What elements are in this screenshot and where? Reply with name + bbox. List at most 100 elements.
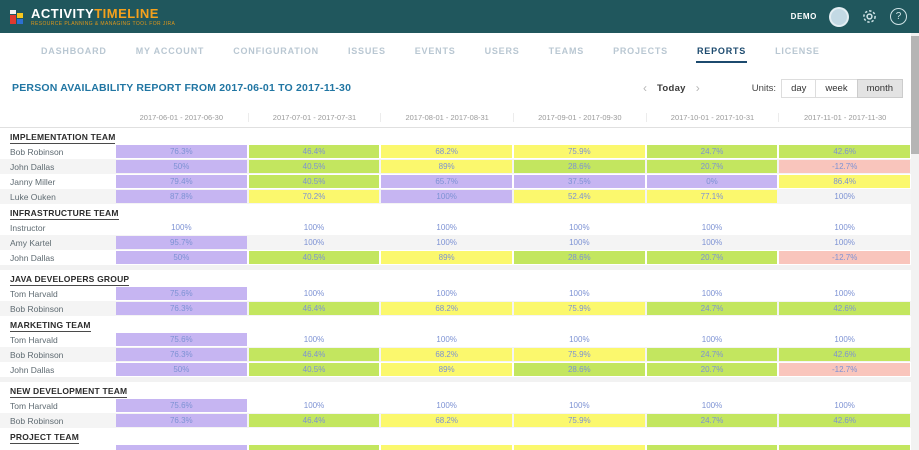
nav-item-license[interactable]: LICENSE — [775, 46, 820, 56]
availability-cell: 70.2% — [248, 190, 380, 203]
main-nav: DASHBOARD MY ACCOUNT CONFIGURATION ISSUES EV… — [0, 33, 919, 63]
availability-cell: 46.4% — [248, 348, 380, 361]
section-separator — [0, 377, 911, 382]
availability-cell: 42.6% — [779, 348, 910, 361]
person-name — [0, 444, 115, 450]
availability-cell: 79.4% — [116, 175, 247, 188]
availability-cell: 24.7% — [646, 414, 778, 427]
availability-cell: 52.4% — [514, 190, 645, 203]
availability-cell: 68.2% — [381, 145, 512, 158]
team-row: JAVA DEVELOPERS GROUP — [0, 270, 911, 286]
person-row: John Dallas 50% 40.5% 89% 28.6% 20.7% -12.7% — [0, 362, 911, 377]
team-row: INFRASTRUCTURE TEAM — [0, 204, 911, 220]
activity-timeline-logo-icon — [10, 9, 25, 24]
person-name: Luke Ouken — [10, 191, 56, 202]
availability-cell: 46.4% — [248, 414, 380, 427]
scrollbar-thumb[interactable] — [911, 36, 919, 154]
availability-cell: 100% — [436, 335, 457, 344]
person-row: John Dallas 50% 40.5% 89% 28.6% 20.7% -12.7% — [0, 250, 911, 265]
nav-item-dashboard[interactable]: DASHBOARD — [41, 46, 107, 56]
unit-button-day[interactable]: day — [781, 79, 817, 98]
section-separator — [0, 265, 911, 270]
prev-period-button[interactable]: ‹ — [643, 81, 647, 95]
availability-cell: 100% — [569, 401, 590, 410]
person-name: Tom Harvald — [10, 400, 58, 411]
availability-cell: 20.7% — [646, 160, 778, 173]
person-row: Tom Harvald 75.6% 100% 100% 100% 100% 100% — [0, 286, 911, 301]
today-button[interactable]: Today — [657, 82, 686, 94]
team-label: PROJECT TEAM — [10, 432, 79, 444]
availability-cell: 100% — [834, 238, 855, 247]
availability-cell: 75.6% — [116, 333, 247, 346]
availability-cell: 100% — [303, 289, 325, 298]
availability-cell: 100% — [834, 289, 855, 298]
person-row: Janny Miller 79.4% 40.5% 65.7% 37.5% 0% 86.4% — [0, 174, 911, 189]
availability-cell: -12.7% — [779, 160, 910, 173]
nav-item-teams[interactable]: TEAMS — [548, 46, 585, 56]
nav-item-issues[interactable]: ISSUES — [347, 46, 386, 56]
team-row: IMPLEMENTATION TEAM — [0, 128, 911, 144]
availability-cell: 46.4% — [248, 302, 380, 315]
availability-cell: 89% — [381, 160, 512, 173]
vertical-scrollbar[interactable] — [911, 33, 919, 450]
team-row: MARKETING TEAM — [0, 316, 911, 332]
availability-cell: 50% — [116, 363, 247, 376]
next-period-button[interactable]: › — [695, 81, 700, 95]
person-row: Bob Robinson 76.3% 46.4% 68.2% 75.9% 24.7% 42.… — [0, 347, 911, 362]
nav-item-my-account[interactable]: MY ACCOUNT — [135, 46, 205, 56]
availability-cell — [116, 445, 247, 450]
person-name: Bob Robinson — [10, 415, 64, 426]
availability-cell: 65.7% — [381, 175, 512, 188]
availability-cell: 40.5% — [248, 160, 380, 173]
availability-cell: 42.6% — [779, 302, 910, 315]
availability-cell: 37.5% — [514, 175, 645, 188]
availability-cell: 40.5% — [248, 175, 380, 188]
availability-cell: 100% — [381, 190, 512, 203]
nav-item-configuration[interactable]: CONFIGURATION — [233, 46, 319, 56]
nav-item-users[interactable]: USERS — [484, 46, 520, 56]
nav-item-projects[interactable]: PROJECTS — [613, 46, 668, 56]
nav-item-reports[interactable]: REPORTS — [696, 40, 748, 63]
person-row: John Dallas 50% 40.5% 89% 28.6% 20.7% -12.7% — [0, 159, 911, 174]
brand-activity: ACTIVITY — [31, 5, 95, 21]
person-row: Tom Harvald 75.6% 100% 100% 100% 100% 100% — [0, 332, 911, 347]
person-name: Tom Harvald — [10, 288, 58, 299]
user-name-label[interactable]: DEMO — [790, 12, 817, 21]
nav-item-events[interactable]: EVENTS — [414, 46, 456, 56]
availability-cell: 100% — [834, 192, 855, 201]
date-column-header: 2017-08-01 - 2017-08-31 — [380, 113, 513, 122]
team-row: PROJECT TEAM — [0, 428, 911, 444]
availability-cell: 75.9% — [514, 414, 645, 427]
help-icon[interactable]: ? — [890, 8, 907, 25]
team-label: JAVA DEVELOPERS GROUP — [10, 274, 130, 286]
availability-cell: 68.2% — [381, 302, 512, 315]
person-name: John Dallas — [10, 364, 55, 375]
unit-button-week[interactable]: week — [815, 79, 858, 98]
availability-cell: 75.9% — [514, 145, 645, 158]
brand-tagline: RESOURCE PLANNING & MANAGING TOOL FOR JI… — [31, 20, 176, 27]
unit-button-month[interactable]: month — [856, 79, 903, 98]
availability-cell: 100% — [303, 238, 325, 247]
team-label: MARKETING TEAM — [10, 320, 91, 332]
availability-cell: 42.6% — [779, 414, 910, 427]
availability-cell: 68.2% — [381, 414, 512, 427]
date-column-header: 2017-10-01 - 2017-10-31 — [645, 113, 779, 122]
availability-cell: 76.3% — [116, 414, 247, 427]
availability-cell: -12.7% — [779, 363, 910, 376]
column-header-row: 2017-06-01 - 2017-06-30 2017-07-01 - 2017… — [0, 108, 911, 128]
availability-cell: 24.7% — [646, 145, 778, 158]
date-column-header: 2017-11-01 - 2017-11-30 — [778, 113, 911, 122]
availability-cell: 100% — [569, 238, 590, 247]
availability-cell: 40.5% — [248, 251, 380, 264]
person-name: Bob Robinson — [10, 303, 64, 314]
availability-cell: 100% — [303, 223, 325, 232]
availability-cell: 42.6% — [779, 145, 910, 158]
availability-cell: 20.7% — [646, 251, 778, 264]
top-bar: ACTIVITYTIMELINE RESOURCE PLANNING & MAN… — [0, 0, 919, 33]
settings-gear-icon[interactable] — [861, 8, 878, 25]
user-avatar[interactable] — [829, 6, 849, 27]
date-column-header: 2017-09-01 - 2017-09-30 — [513, 113, 646, 122]
availability-cell: 89% — [381, 251, 512, 264]
availability-cell: 100% — [701, 223, 723, 232]
units-label: Units: — [751, 82, 777, 94]
